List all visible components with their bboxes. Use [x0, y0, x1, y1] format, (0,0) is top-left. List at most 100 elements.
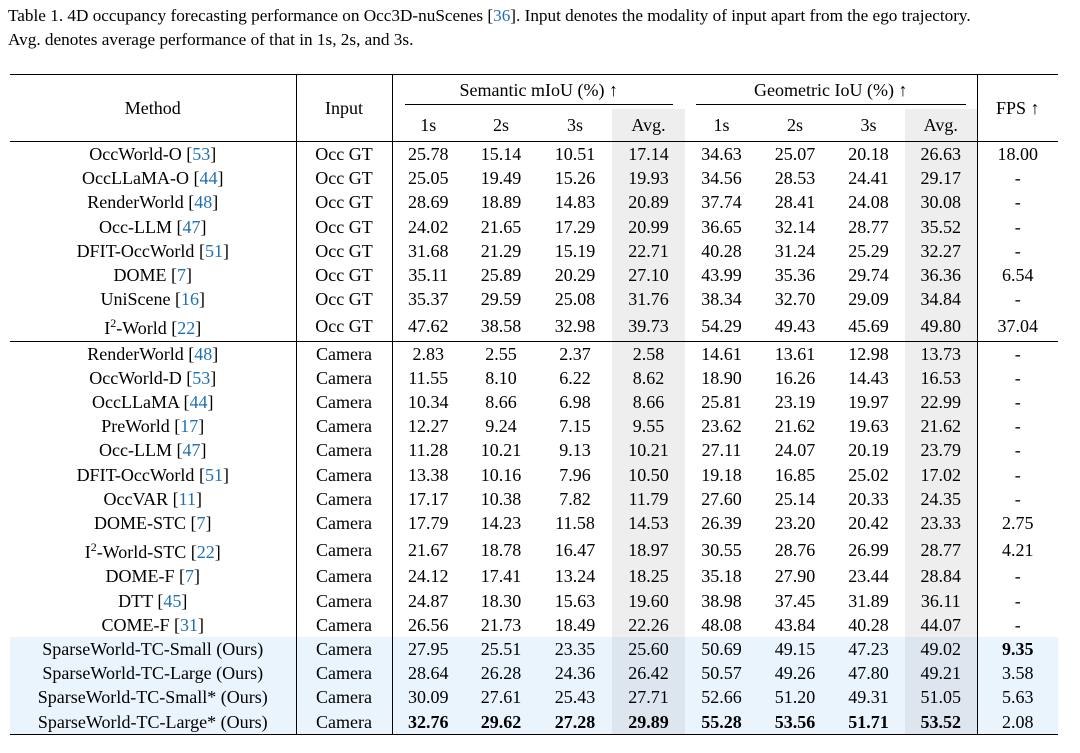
avg-cell: 36.11	[905, 588, 978, 613]
input-cell: Occ GT	[296, 263, 393, 288]
citation-link[interactable]: 47	[182, 440, 201, 461]
citation-link[interactable]: 11	[178, 488, 196, 509]
value-cell: 29.59	[480, 289, 522, 310]
table-row: OccWorld-O [53] Occ GT 25.78 15.14 10.51 17.1…	[10, 141, 1058, 167]
value-cell: 25.05	[408, 168, 449, 189]
value-cell: 25.51	[464, 637, 538, 662]
value-cell: 48.08	[701, 614, 742, 635]
method-cell: OccLLaMA-O [44]	[10, 166, 297, 191]
method-name: OccWorld-D	[89, 367, 182, 388]
citation-link[interactable]: 22	[177, 318, 196, 339]
input-cell: Occ GT	[296, 190, 393, 215]
citation-link[interactable]: 51	[204, 240, 223, 261]
value-cell: 32.14	[774, 216, 816, 237]
citation-link[interactable]: 48	[194, 192, 213, 213]
method-name: I	[84, 542, 91, 563]
avg-cell: 26.63	[905, 141, 978, 167]
value-cell: 31.68	[408, 240, 449, 261]
table-row: I2-World-STC [22] Camera 21.67 18.78 16.47 18…	[10, 535, 1058, 565]
citation-link[interactable]: 47	[182, 216, 201, 237]
value-cell: 25.08	[554, 289, 596, 310]
method-name: DFIT-OccWorld	[76, 240, 195, 261]
header-sub-avg: Avg.	[612, 109, 685, 142]
method-name: DFIT-OccWorld	[76, 464, 195, 485]
value-cell: 43.84	[774, 614, 816, 635]
caption-citation[interactable]: 36	[493, 6, 511, 25]
value-cell: 24.08	[848, 192, 889, 213]
method-name: Occ-LLM	[99, 216, 172, 237]
value-cell: 20.18	[832, 141, 905, 167]
avg-cell: 19.60	[612, 588, 685, 613]
bold-value: 53.56	[774, 711, 816, 732]
method-cell: DFIT-OccWorld [51]	[10, 238, 297, 264]
header-sub: 2s	[786, 114, 803, 135]
header-fps: FPS ↑	[977, 74, 1058, 142]
method-name: OccWorld-O	[89, 144, 182, 164]
value-cell: 14.43	[848, 367, 889, 388]
value-cell: 11.55	[408, 367, 449, 388]
citation-link[interactable]: 17	[180, 416, 199, 437]
citation-link[interactable]: 48	[194, 343, 213, 364]
table-row: DFIT-OccWorld [51] Camera 13.38 10.16 7.96 10…	[10, 462, 1058, 487]
avg-cell: 10.50	[612, 462, 685, 487]
value-cell: 24.02	[408, 216, 449, 237]
citation-link[interactable]: 45	[163, 590, 182, 611]
header-sub: 2s	[492, 114, 509, 135]
avg-cell: 14.53	[612, 511, 685, 536]
value-cell: 49.26	[758, 661, 832, 686]
method-name: SparseWorld-TC-Large (Ours)	[42, 663, 264, 684]
citation-link[interactable]: 44	[189, 392, 208, 413]
citation-link[interactable]: 31	[180, 614, 198, 635]
avg-cell: 13.73	[905, 340, 978, 366]
value-cell: 26.99	[848, 539, 889, 560]
citation-link[interactable]: 53	[192, 144, 211, 164]
value-cell: 25.78	[392, 141, 464, 167]
avg-cell: 26.42	[612, 661, 685, 686]
fps-cell: 2.75	[1002, 513, 1034, 534]
avg-cell: 22.26	[612, 612, 685, 638]
method-name-tail: -World-STC	[96, 542, 187, 563]
fps-cell: -	[1014, 392, 1021, 413]
citation-link[interactable]: 7	[196, 513, 206, 534]
avg-cell: 20.89	[612, 190, 685, 215]
value-cell: 14.61	[685, 340, 758, 366]
fps-cell: -	[1014, 289, 1021, 310]
bold-value: 27.28	[554, 711, 596, 732]
citation-link[interactable]: 22	[196, 542, 215, 563]
method-cell: RenderWorld [48]	[10, 340, 297, 366]
input-cell: Camera	[296, 535, 393, 565]
value-cell: 50.69	[685, 637, 758, 662]
citation-link[interactable]: 53	[192, 367, 211, 388]
value-cell: 29.62	[464, 709, 538, 735]
method-cell: I2-World-STC [22]	[10, 535, 297, 565]
value-cell: 35.36	[774, 265, 816, 286]
table-row: Occ-LLM [47] Occ GT 24.02 21.65 17.29 20.99 36…	[10, 214, 1058, 239]
value-cell: 6.98	[559, 392, 591, 413]
value-cell: 24.12	[408, 566, 449, 587]
avg-cell: 39.73	[612, 311, 685, 342]
citation-link[interactable]: 51	[204, 464, 223, 485]
fps-cell: -	[1014, 566, 1021, 587]
value-cell: 51.20	[758, 685, 832, 710]
value-cell: 28.69	[408, 192, 449, 213]
input-cell: Camera	[296, 340, 393, 366]
value-cell: 14.83	[554, 192, 596, 213]
table-row: DOME-STC [7] Camera 17.79 14.23 11.58 14.53 26…	[10, 511, 1058, 536]
table-caption: Table 1. 4D occupancy forecasting perfor…	[8, 4, 1074, 51]
input-cell: Occ GT	[296, 166, 393, 191]
method-cell: DTT [45]	[10, 588, 297, 613]
input-cell: Camera	[296, 462, 393, 487]
fps-cell: -	[1014, 416, 1021, 437]
citation-link[interactable]: 7	[177, 265, 186, 286]
fps-cell: -	[1014, 488, 1021, 509]
header-sub: 3s	[860, 114, 877, 135]
avg-cell: 22.99	[905, 390, 978, 415]
citation-link[interactable]: 44	[199, 168, 218, 189]
value-cell: 26.28	[464, 661, 538, 686]
citation-link[interactable]: 16	[180, 289, 199, 310]
method-superscript: 2	[90, 540, 97, 555]
avg-cell: 23.33	[905, 511, 978, 536]
header-sub: 1s	[713, 114, 730, 135]
value-cell: 19.18	[701, 464, 742, 485]
citation-link[interactable]: 7	[185, 566, 194, 587]
